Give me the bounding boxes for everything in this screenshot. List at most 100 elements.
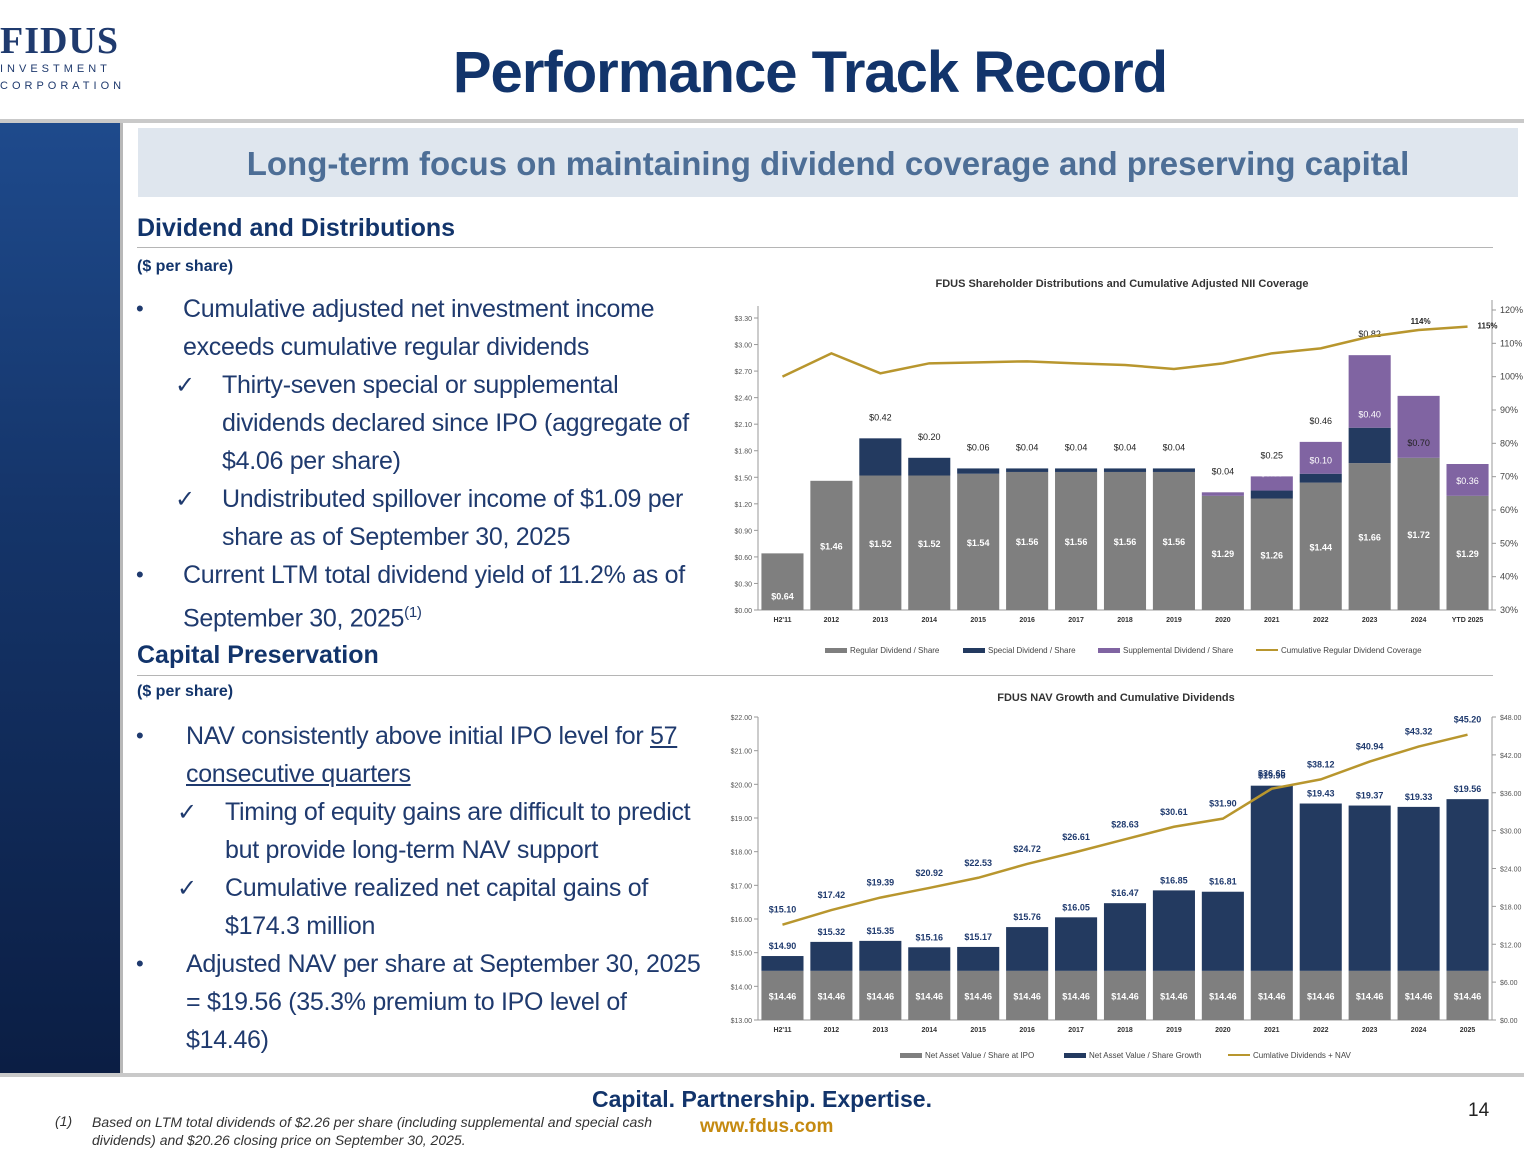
regular-dividend-bar <box>1250 498 1293 610</box>
x-tick-label: 2015 <box>970 1027 986 1034</box>
banner-text: Long-term focus on maintaining dividend … <box>246 145 1410 182</box>
capital-bullet-2-line-1: Adjusted NAV per share at September 30, … <box>186 950 701 978</box>
top-value-label: $0.20 <box>918 432 941 442</box>
y-tick-label: $2.10 <box>734 422 752 429</box>
y-tick-label: $17.00 <box>731 883 753 890</box>
top-value-label: $0.04 <box>1065 442 1088 452</box>
coverage-line <box>781 325 1468 378</box>
dividend-check-1-line-3: $4.06 per share) <box>222 447 401 475</box>
quarters-count: 57 <box>650 722 678 750</box>
y-tick-label: $21.00 <box>731 749 753 756</box>
special-dividend-bar <box>1250 490 1293 499</box>
y2-tick-label: $18.00 <box>1500 904 1522 911</box>
regular-value-label: $1.72 <box>1407 530 1430 540</box>
y2-tick-label: $24.00 <box>1500 867 1522 874</box>
check-icon: ✓ <box>177 798 198 826</box>
nav-growth-bar <box>957 946 1000 971</box>
y-tick-label: $0.60 <box>734 555 752 562</box>
regular-dividend-bar <box>1348 463 1391 610</box>
nav-value-label: $15.76 <box>1013 912 1041 922</box>
nav-value-label: $15.17 <box>964 932 992 942</box>
nav-quarters-text: NAV consistently above initial IPO level… <box>186 722 651 750</box>
ipo-value-label: $14.46 <box>1454 991 1482 1001</box>
nav-value-label: $19.96 <box>1258 771 1286 781</box>
x-tick-label: 2019 <box>1166 1027 1182 1034</box>
x-tick-label: 2016 <box>1019 1027 1035 1034</box>
ipo-value-label: $14.46 <box>1160 991 1188 1001</box>
regular-value-label: $1.44 <box>1309 542 1332 552</box>
dividend-check-1-line-2: dividends declared since IPO (aggregate … <box>222 409 689 437</box>
x-tick-label: YTD 2025 <box>1452 617 1484 624</box>
special-dividend-bar <box>1348 427 1391 464</box>
regular-value-label: $0.64 <box>771 592 794 602</box>
regular-value-label: $1.54 <box>967 538 990 548</box>
regular-dividend-bar <box>1201 495 1244 610</box>
nav-value-label: $19.56 <box>1454 784 1482 794</box>
top-value-label: $0.42 <box>869 412 892 422</box>
regular-dividend-bar <box>957 473 1000 610</box>
nav-ipo-bar <box>957 970 1000 1020</box>
x-tick-label: 2018 <box>1117 1027 1133 1034</box>
y2-tick-label: $6.00 <box>1500 980 1518 987</box>
capital-bullet-2-line-2: = $19.56 (35.3% premium to IPO level of <box>186 988 627 1016</box>
cumulative-value-label: $15.10 <box>769 905 797 915</box>
special-dividend-bar <box>957 468 1000 474</box>
y-tick-label: $1.80 <box>734 449 752 456</box>
footnote-marker: (1) <box>404 604 422 621</box>
nav-value-label: $15.16 <box>916 932 944 942</box>
nav-value-label: $19.37 <box>1356 791 1384 801</box>
x-tick-label: 2016 <box>1019 617 1035 624</box>
ipo-value-label: $14.46 <box>1405 991 1433 1001</box>
x-tick-label: 2023 <box>1362 617 1378 624</box>
x-tick-label: 2012 <box>824 617 840 624</box>
capital-heading: Capital Preservation <box>137 641 379 669</box>
special-dividend-bar <box>1299 473 1342 483</box>
legend-swatch <box>1098 648 1120 653</box>
cumulative-value-label: $28.63 <box>1111 819 1139 829</box>
nav-ipo-bar <box>1446 970 1489 1020</box>
ipo-value-label: $14.46 <box>1062 991 1090 1001</box>
nav-growth-bar <box>1397 806 1440 971</box>
nav-growth-bar <box>1006 927 1049 971</box>
inner-value-label: $0.09 <box>1261 469 1284 479</box>
coverage-label: 114% <box>1411 317 1431 326</box>
cumulative-value-label: $22.53 <box>964 858 992 868</box>
top-value-label: $0.46 <box>1309 416 1332 426</box>
ipo-value-label: $14.46 <box>1307 991 1335 1001</box>
y-tick-label: $18.00 <box>731 850 753 857</box>
x-tick-label: 2024 <box>1411 1027 1427 1034</box>
supplemental-dividend-bar <box>1299 441 1342 474</box>
inner-value-label: $0.36 <box>1456 476 1479 486</box>
legend-label: Net Asset Value / Share Growth <box>1089 1051 1201 1060</box>
legend-label: Net Asset Value / Share at IPO <box>925 1051 1034 1060</box>
capital-check-1-line-1: Timing of equity gains are difficult to … <box>225 798 691 826</box>
capital-check-1-line-2: but provide long-term NAV support <box>225 836 599 864</box>
y-tick-label: $19.00 <box>731 816 753 823</box>
y-tick-label: $22.00 <box>731 715 753 722</box>
top-value-label: $0.04 <box>1212 466 1235 476</box>
nav-value-label: $14.90 <box>769 941 797 951</box>
x-tick-label: 2022 <box>1313 617 1329 624</box>
fidus-logo: FIDUS INVESTMENT CORPORATION <box>0 22 130 94</box>
x-tick-label: 2022 <box>1313 1027 1329 1034</box>
bottom-divider <box>0 1073 1524 1077</box>
check-icon: ✓ <box>175 485 196 513</box>
regular-value-label: $1.52 <box>918 539 941 549</box>
x-tick-label: 2017 <box>1068 617 1084 624</box>
dividend-bullet-1-line-1: Cumulative adjusted net investment incom… <box>183 295 655 323</box>
check-icon: ✓ <box>175 371 196 399</box>
nav-value-label: $19.43 <box>1307 789 1335 799</box>
x-tick-label: 2017 <box>1068 1027 1084 1034</box>
legend-swatch <box>825 648 847 653</box>
top-value-label: $0.04 <box>1114 442 1137 452</box>
website-link[interactable]: www.fdus.com <box>700 1116 834 1137</box>
nav-growth-bar <box>1152 890 1195 971</box>
nav-value-label: $16.05 <box>1062 902 1090 912</box>
x-tick-label: 2013 <box>873 1027 889 1034</box>
y-tick-label: $20.00 <box>731 782 753 789</box>
dividend-check-2-line-2: share as of September 30, 2025 <box>222 523 571 551</box>
nav-ipo-bar <box>810 970 853 1020</box>
x-tick-label: 2020 <box>1215 1027 1231 1034</box>
nav-growth-bar <box>1250 785 1293 971</box>
y2-tick-label: $30.00 <box>1500 829 1522 836</box>
